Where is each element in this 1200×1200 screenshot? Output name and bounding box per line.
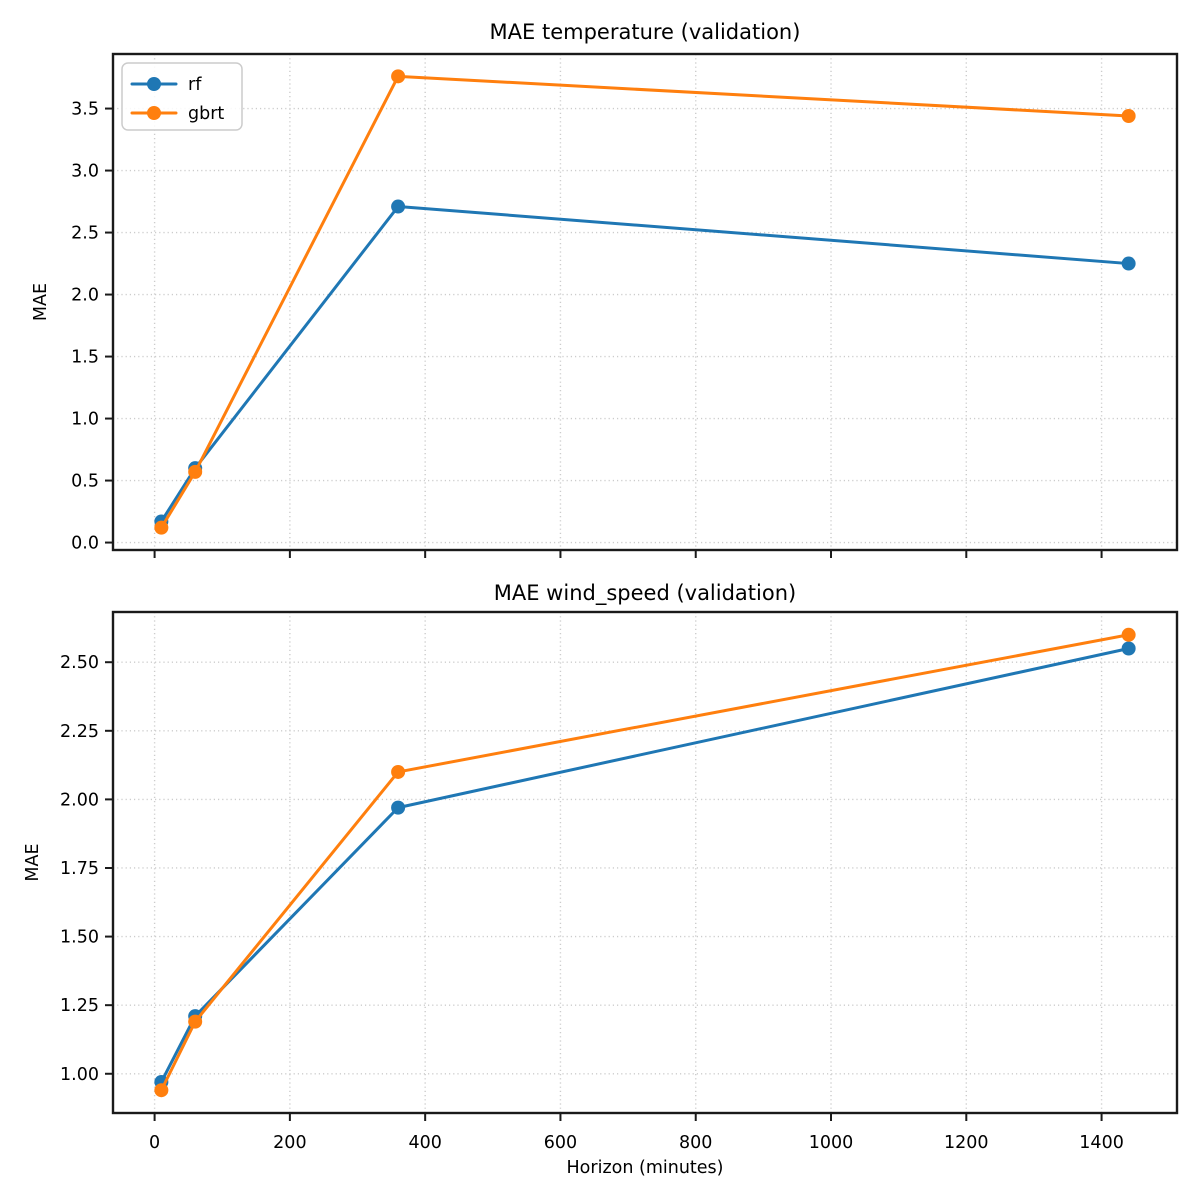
series-rf-marker [1121, 256, 1136, 271]
x-axis-label: Horizon (minutes) [567, 1158, 724, 1178]
series-rf [154, 199, 1136, 529]
y-tick-label: 3.5 [71, 100, 99, 120]
legend-rf-label: rf [188, 75, 202, 95]
x-tick-label: 800 [679, 1133, 712, 1153]
series-rf-marker [1121, 641, 1136, 656]
x-tick-label: 400 [408, 1133, 441, 1153]
y-tick-label: 2.0 [71, 286, 99, 306]
y-tick-label: 2.00 [60, 790, 99, 810]
legend: rf gbrt [121, 62, 243, 131]
axes-spines [111, 52, 1179, 552]
legend-gbrt-label: gbrt [188, 104, 224, 124]
y-axis-label: MAE [31, 283, 51, 321]
y-tick-label: 2.25 [60, 722, 99, 742]
grid [113, 612, 1177, 1113]
wind-speed-chart: 1.00 1.25 1.50 1.75 2.00 2.25 2.50 0 200 400 600 80… [23, 581, 1179, 1178]
y-tick-label: 1.5 [71, 348, 99, 368]
x-tick-label: 600 [544, 1133, 577, 1153]
y-tick-label: 1.50 [60, 928, 99, 948]
legend-rf-marker [147, 77, 161, 91]
y-tick-label: 0.0 [71, 534, 99, 554]
series-gbrt-marker [154, 520, 169, 535]
series-gbrt-marker [1121, 627, 1136, 642]
series-rf-line [159, 646, 1131, 1084]
chart-title: MAE temperature (validation) [490, 20, 801, 44]
series-gbrt-marker [1121, 109, 1136, 123]
y-tick-label: 2.5 [71, 224, 99, 244]
series-gbrt-marker [391, 764, 406, 779]
series-gbrt-line [159, 633, 1131, 1092]
temperature-chart: 0.0 0.5 1.0 1.5 2.0 2.5 3.0 3.5 MAE temperature … [31, 20, 1179, 558]
series-gbrt [154, 627, 1136, 1098]
y-tick-label: 1.00 [60, 1065, 99, 1085]
tick-marks [105, 661, 1103, 1121]
series-gbrt-marker [391, 69, 406, 84]
chart-title: MAE wind_speed (validation) [494, 581, 796, 606]
y-tick-label: 0.5 [71, 472, 99, 492]
y-tick-label: 3.0 [71, 162, 99, 182]
x-tick-label: 0 [149, 1133, 160, 1153]
series-gbrt [154, 69, 1136, 535]
series-gbrt-marker [188, 1014, 203, 1029]
series-rf [154, 641, 1136, 1089]
x-tick-label: 1400 [1079, 1133, 1124, 1153]
axes-spines [111, 610, 1179, 1115]
y-axis-label: MAE [23, 843, 43, 881]
x-tick-label: 1200 [944, 1133, 989, 1153]
series-rf-marker [391, 199, 406, 214]
series-gbrt-marker [188, 464, 203, 479]
grid [113, 54, 1177, 550]
y-tick-label: 2.50 [60, 653, 99, 673]
series-rf-marker [391, 800, 406, 815]
series-rf-line [159, 205, 1131, 523]
series-gbrt-line [159, 74, 1131, 530]
legend-gbrt-marker [147, 106, 161, 120]
y-tick-label: 1.75 [60, 859, 99, 879]
y-tick-label: 1.0 [71, 410, 99, 430]
x-tick-label: 1000 [809, 1133, 854, 1153]
tick-marks [105, 107, 1103, 558]
y-tick-label: 1.25 [60, 996, 99, 1016]
series-gbrt-marker [154, 1083, 169, 1098]
x-tick-label: 200 [273, 1133, 306, 1153]
